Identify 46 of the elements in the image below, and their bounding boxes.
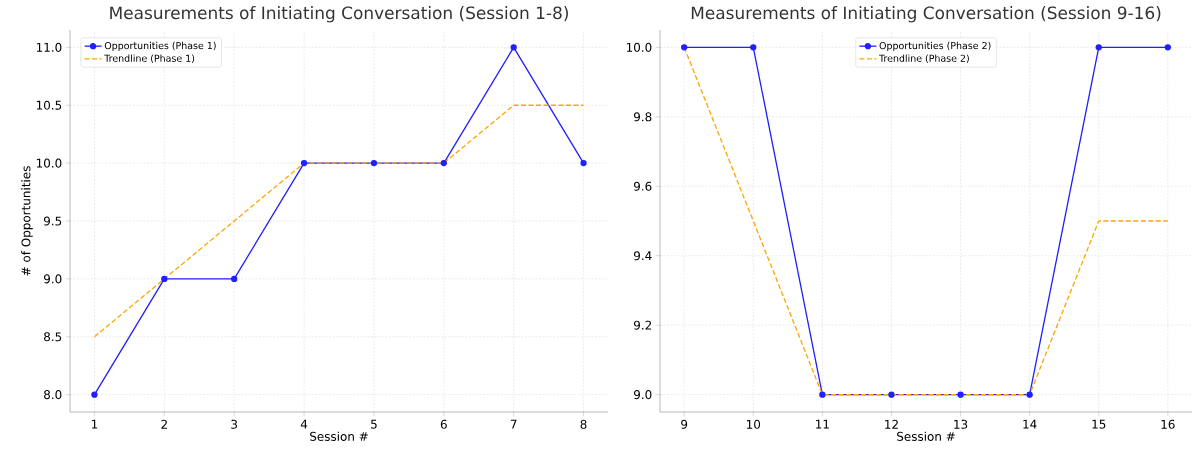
x-tick-label: 2 [161, 419, 167, 429]
y-tick-label: 8.5 [44, 332, 62, 342]
point [580, 159, 587, 167]
x-tick-label: 5 [371, 419, 377, 429]
x-axis-title: Session # [310, 431, 368, 441]
x-tick-label: 10 [746, 419, 761, 429]
point [440, 159, 447, 167]
y-tick-label: 9.4 [633, 251, 652, 261]
y-tick-label: 9.8 [633, 112, 652, 122]
x-tick-label: 8 [580, 419, 587, 429]
x-tick-label: 16 [1161, 419, 1175, 429]
x-tick-label: 9 [681, 419, 688, 429]
y-tick-label: 9.2 [633, 320, 652, 330]
x-tick-label: 1 [91, 419, 98, 429]
y-tick-label: 9.6 [633, 181, 652, 191]
x-tick-label: 11 [816, 419, 829, 429]
legend-label: Opportunities (Phase 2) [879, 41, 991, 51]
point [510, 44, 517, 51]
x-tick-label: 6 [440, 419, 447, 429]
x-tick-label: 14 [1023, 419, 1037, 429]
y-tick-label: 10.0 [36, 158, 62, 168]
chart-title: Measurements of Initiating Conversation (Session 1-8) [110, 6, 568, 23]
point [231, 275, 238, 283]
y-tick-label: 10.5 [36, 100, 62, 110]
x-tick-label: 4 [300, 419, 308, 429]
chart-title: Measurements of Initiating Conversation (Session 9-16) [691, 6, 1161, 23]
x-tick-label: 12 [885, 419, 898, 429]
point [370, 159, 378, 167]
y-tick-label: 9.0 [633, 390, 652, 400]
x-tick-label: 13 [954, 419, 968, 429]
y-tick-label: 8.0 [44, 390, 62, 400]
y-tick-label: 9.5 [43, 216, 62, 226]
point [300, 159, 308, 167]
x-tick-label: 15 [1092, 419, 1106, 429]
point [161, 275, 168, 283]
y-tick-label: 9.0 [43, 274, 62, 284]
x-tick-label: 7 [510, 419, 517, 429]
legend-label: Trendline (Phase 2) [879, 54, 969, 63]
x-axis-title: Session # [897, 431, 955, 441]
point [91, 391, 98, 398]
legend-label: Trendline (Phase 1) [104, 54, 195, 63]
y-tick-label: 10.0 [626, 42, 652, 52]
x-tick-label: 3 [231, 419, 238, 429]
y-tick-label: 11.0 [36, 42, 62, 52]
legend-label: Opportunities (Phase 1) [104, 41, 216, 51]
y-axis-title: # of Opportunities [21, 166, 33, 276]
